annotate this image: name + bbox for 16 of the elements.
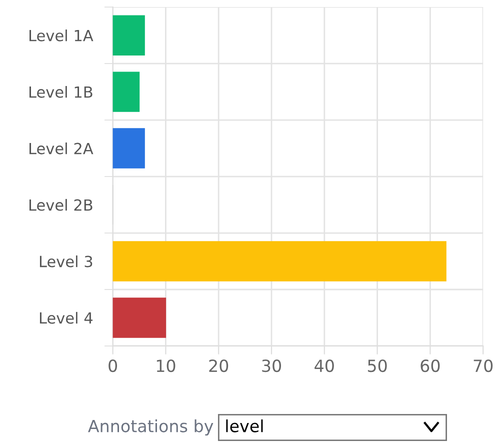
y-tick-label: Level 1A — [30, 30, 94, 42]
y-tick-label: Level 1B — [29, 86, 92, 98]
x-tick-label: 50 — [368, 359, 387, 372]
x-tick-label: 30 — [262, 359, 281, 372]
x-tick-label: 40 — [314, 359, 334, 372]
x-tick-label: 10 — [156, 359, 176, 372]
x-tick-label: 20 — [209, 359, 228, 372]
y-tick-label: Level 4 — [40, 312, 93, 324]
y-tick-label: Level 3 — [40, 255, 92, 268]
x-tick-label: 60 — [420, 359, 440, 372]
y-tick-label: Level 2A — [30, 142, 94, 154]
x-tick-label: 70 — [474, 359, 493, 372]
text: Annotations by — [88, 419, 214, 436]
y-tick-label: Level 2B — [29, 198, 92, 211]
x-tick-label: 0 — [108, 359, 118, 372]
text: level — [226, 419, 263, 432]
